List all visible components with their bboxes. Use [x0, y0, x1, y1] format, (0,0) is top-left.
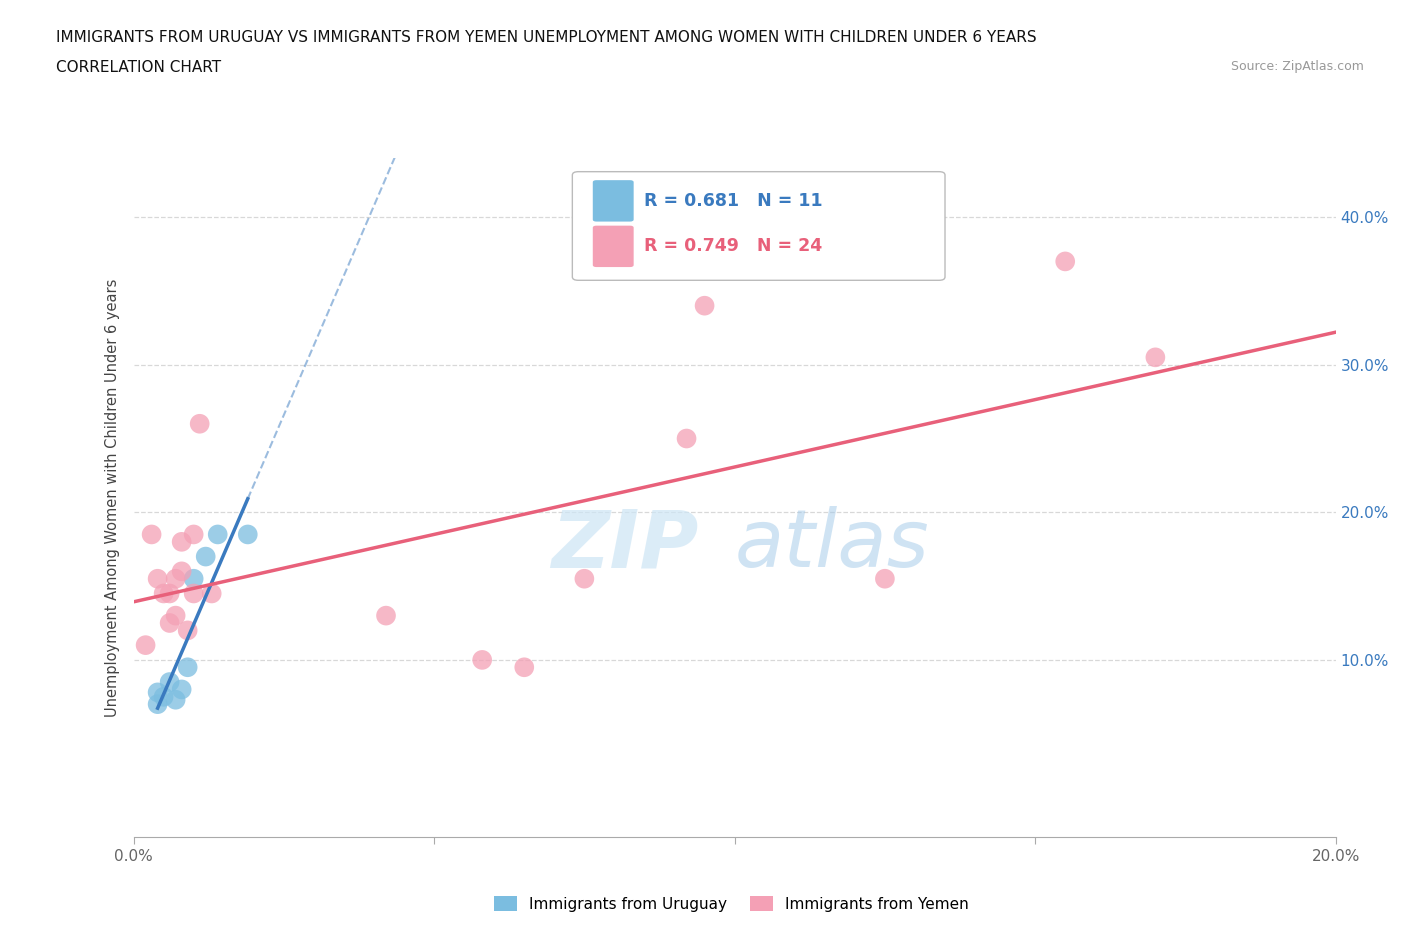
FancyBboxPatch shape [572, 172, 945, 280]
Point [146, 571, 169, 586]
Point [513, 660, 536, 675]
Point [152, 689, 174, 704]
Point [170, 564, 193, 578]
Point [183, 527, 205, 542]
Point [574, 571, 596, 586]
Text: Source: ZipAtlas.com: Source: ZipAtlas.com [1230, 60, 1364, 73]
Point [159, 586, 181, 601]
Point [188, 417, 211, 432]
Point [170, 535, 193, 550]
Point [183, 586, 205, 601]
Point [194, 549, 217, 564]
Point [170, 682, 193, 697]
Point [1054, 254, 1077, 269]
Text: ZIP: ZIP [551, 506, 699, 584]
FancyBboxPatch shape [593, 226, 634, 267]
Point [201, 586, 224, 601]
Point [873, 571, 896, 586]
Point [159, 674, 181, 689]
Point [375, 608, 398, 623]
Point [165, 571, 187, 586]
Point [146, 684, 169, 699]
Text: atlas: atlas [734, 506, 929, 584]
Point [675, 432, 697, 446]
Point [152, 586, 174, 601]
FancyBboxPatch shape [593, 180, 634, 221]
Point [236, 527, 259, 542]
Point [165, 692, 187, 707]
Point [1144, 350, 1167, 365]
Point [471, 653, 494, 668]
Point [183, 571, 205, 586]
Text: R = 0.749   N = 24: R = 0.749 N = 24 [644, 237, 823, 256]
Point [693, 299, 716, 313]
Point [146, 697, 169, 711]
Text: CORRELATION CHART: CORRELATION CHART [56, 60, 221, 75]
Point [159, 616, 181, 631]
Point [141, 527, 163, 542]
Point [165, 608, 187, 623]
Point [207, 527, 229, 542]
Point [176, 660, 198, 675]
Text: R = 0.681   N = 11: R = 0.681 N = 11 [644, 192, 823, 210]
Y-axis label: Unemployment Among Women with Children Under 6 years: Unemployment Among Women with Children U… [105, 278, 121, 717]
Legend: Immigrants from Uruguay, Immigrants from Yemen: Immigrants from Uruguay, Immigrants from… [488, 889, 974, 918]
Text: IMMIGRANTS FROM URUGUAY VS IMMIGRANTS FROM YEMEN UNEMPLOYMENT AMONG WOMEN WITH C: IMMIGRANTS FROM URUGUAY VS IMMIGRANTS FR… [56, 30, 1036, 45]
Point [176, 623, 198, 638]
Point [135, 638, 157, 653]
